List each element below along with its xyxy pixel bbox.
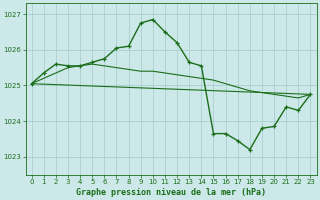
X-axis label: Graphe pression niveau de la mer (hPa): Graphe pression niveau de la mer (hPa) [76, 188, 266, 197]
